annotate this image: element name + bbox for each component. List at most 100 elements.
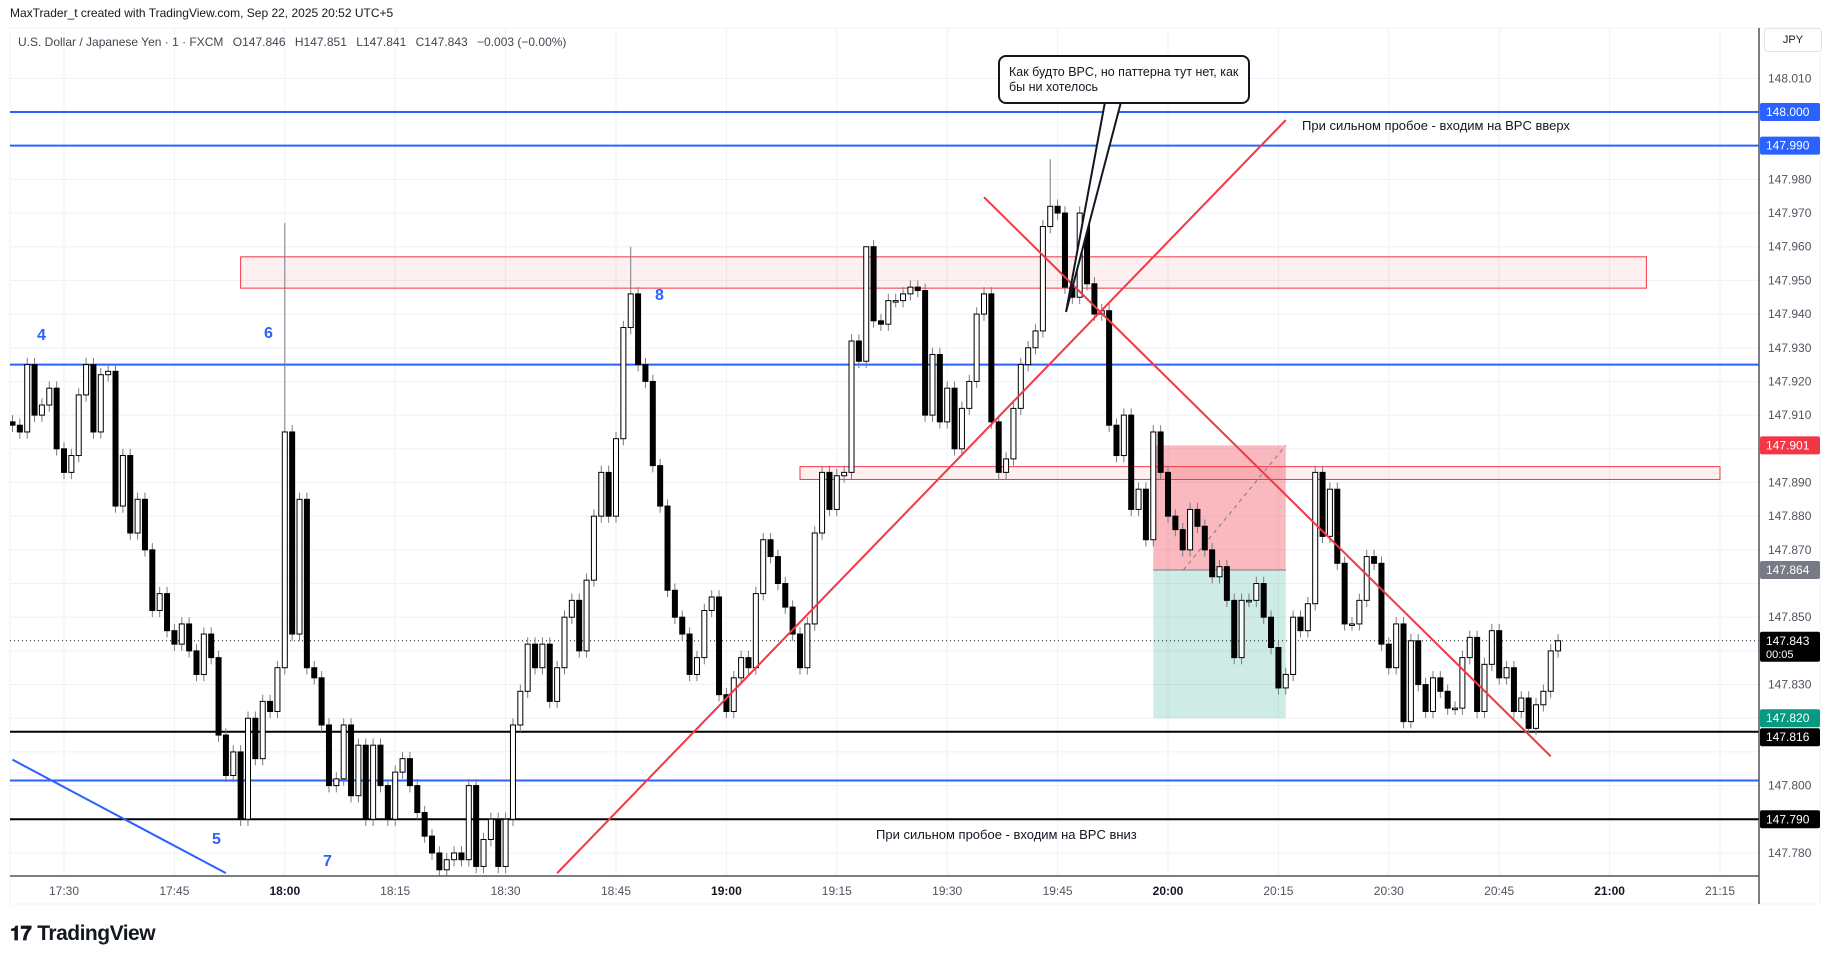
candle-bearish bbox=[1128, 414, 1135, 510]
candle-bearish bbox=[222, 734, 229, 776]
candle-bullish bbox=[1452, 707, 1459, 711]
trend-line bbox=[983, 196, 1552, 758]
symbol-name[interactable]: U.S. Dollar / Japanese Yen · 1 · FXCM bbox=[18, 35, 224, 49]
candle-bullish bbox=[355, 744, 362, 797]
candle-bullish bbox=[370, 744, 377, 820]
price-badge-label: 147.864 bbox=[1766, 563, 1810, 577]
candle-bullish bbox=[627, 293, 634, 329]
time-tick-label: 20:30 bbox=[1374, 884, 1404, 898]
candle-bullish bbox=[1503, 667, 1510, 679]
trend-line bbox=[12, 758, 227, 875]
candle-bullish bbox=[973, 313, 980, 382]
price-badges: 148.000 147.990 147.901 147.864 147.84300:05… bbox=[1760, 103, 1820, 829]
candle-bearish bbox=[1268, 616, 1275, 649]
candle-bearish bbox=[657, 465, 664, 507]
candle-bullish bbox=[134, 498, 141, 534]
price-tick-label: 147.960 bbox=[1768, 240, 1812, 254]
candle-bullish bbox=[833, 475, 840, 510]
candle-bearish bbox=[1415, 640, 1422, 686]
candle-bullish bbox=[981, 293, 987, 315]
candle-bullish bbox=[1120, 414, 1127, 457]
candle-bearish bbox=[1194, 508, 1201, 527]
note-breakout-down[interactable]: При сильном пробое - входим на BPC вниз bbox=[876, 827, 1137, 842]
price-tick-label: 147.890 bbox=[1768, 475, 1812, 489]
candle-bullish bbox=[929, 353, 936, 416]
candle-bearish bbox=[1209, 549, 1216, 578]
candle-bearish bbox=[782, 583, 789, 608]
currency-button[interactable]: JPY bbox=[1764, 28, 1822, 52]
candle-bearish bbox=[186, 623, 193, 652]
candle-bullish bbox=[1025, 347, 1032, 366]
candle-bullish bbox=[958, 407, 965, 450]
candle-bearish bbox=[995, 421, 1002, 473]
short-position-path bbox=[1182, 445, 1287, 571]
price-badge bbox=[1760, 136, 1820, 155]
candle-bearish bbox=[267, 700, 274, 713]
candle-bullish bbox=[1032, 330, 1039, 349]
time-tick-label: 20:45 bbox=[1484, 884, 1514, 898]
candle-bullish bbox=[811, 532, 818, 625]
candle-bullish bbox=[509, 724, 516, 820]
candle-bearish bbox=[1385, 643, 1392, 669]
candle-bullish bbox=[554, 667, 561, 702]
candle-bullish bbox=[1312, 471, 1319, 605]
ohlc-change: −0.003 (−0.00%) bbox=[477, 35, 567, 49]
candle-bearish bbox=[495, 818, 502, 867]
candle-bullish bbox=[97, 374, 104, 433]
price-tick-label: 148.010 bbox=[1768, 71, 1812, 85]
candle-bullish bbox=[1003, 458, 1010, 473]
candle-bearish bbox=[61, 448, 67, 473]
candle-bearish bbox=[53, 387, 60, 450]
price-badge bbox=[1760, 103, 1820, 121]
candle-bullish bbox=[620, 327, 627, 440]
callout-annotation[interactable]: Как будто BPC, но паттерна тут нет, как … bbox=[998, 55, 1250, 104]
time-tick-label: 17:45 bbox=[159, 884, 189, 898]
candle-bearish bbox=[289, 431, 296, 635]
time-tick-label: 20:00 bbox=[1153, 884, 1184, 898]
price-tick-label: 147.930 bbox=[1768, 341, 1812, 355]
candle-bullish bbox=[1429, 677, 1436, 713]
candle-bullish bbox=[701, 609, 708, 659]
price-tick-label: 147.910 bbox=[1768, 408, 1812, 422]
candle-bearish bbox=[716, 596, 723, 696]
tradingview-logo[interactable]: 𝟏𝟕 TradingView bbox=[10, 922, 156, 946]
candle-bearish bbox=[90, 364, 97, 433]
price-badge bbox=[1760, 728, 1820, 747]
candle-bullish bbox=[46, 387, 53, 406]
candle-bullish bbox=[281, 431, 288, 669]
time-tick-label: 21:00 bbox=[1594, 884, 1625, 898]
price-axis: 148.010 147.980 147.970 147.960 147.950 147.9… bbox=[1768, 71, 1812, 860]
candle-bearish bbox=[215, 657, 222, 736]
candle-bullish bbox=[1518, 697, 1525, 713]
candle-bullish bbox=[1245, 599, 1252, 603]
candle-bearish bbox=[797, 633, 803, 669]
price-tick-label: 147.980 bbox=[1768, 172, 1812, 186]
time-tick-label: 21:15 bbox=[1705, 884, 1735, 898]
price-tick-label: 147.920 bbox=[1768, 374, 1812, 388]
candle-bullish bbox=[1187, 508, 1194, 551]
candle-bearish bbox=[164, 593, 171, 632]
candle-bullish bbox=[568, 599, 575, 618]
candle-bearish bbox=[1437, 677, 1444, 692]
candle-bullish bbox=[1555, 640, 1562, 652]
candle-bearish bbox=[826, 471, 833, 510]
candle-bearish bbox=[414, 785, 421, 814]
candle-bullish bbox=[752, 593, 759, 669]
candle-bullish bbox=[1039, 226, 1046, 332]
note-breakout-up[interactable]: При сильном пробое - входим на BPC вверх bbox=[1302, 118, 1570, 133]
candle-bearish bbox=[679, 616, 686, 635]
candle-bullish bbox=[841, 471, 848, 477]
candle-bearish bbox=[774, 556, 781, 585]
candle-bearish bbox=[671, 589, 678, 618]
candle-bearish bbox=[149, 549, 156, 611]
candle-bullish bbox=[1047, 205, 1054, 228]
candle-bullish bbox=[392, 771, 399, 820]
candle-bullish bbox=[900, 293, 907, 302]
candle-bullish bbox=[502, 818, 509, 867]
candle-bearish bbox=[421, 812, 428, 837]
candle-bearish bbox=[1275, 647, 1282, 689]
candle-bullish bbox=[1547, 650, 1554, 692]
candle-bullish bbox=[156, 593, 163, 611]
candle-bearish bbox=[458, 852, 465, 861]
